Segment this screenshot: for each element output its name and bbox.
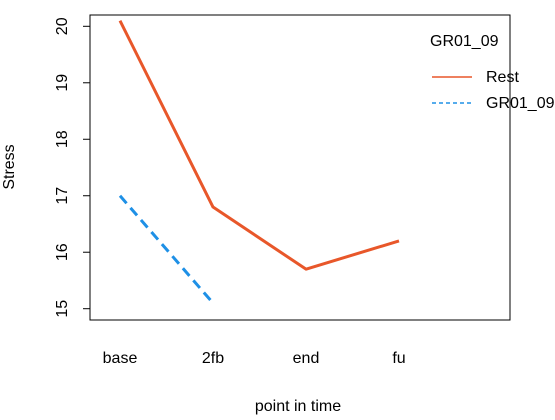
y-tick-label: 15 — [54, 300, 71, 318]
y-tick-label: 19 — [54, 74, 71, 92]
y-tick-label: 18 — [54, 130, 71, 148]
series-line-gr01-09 — [118, 194, 215, 305]
legend-label-rest: Rest — [486, 69, 519, 86]
legend-label-gr01-09: GR01_09 — [486, 95, 555, 112]
legend-title: GR01_09 — [430, 33, 499, 50]
x-axis-title: point in time — [255, 398, 341, 415]
legend: GR01_09 Rest GR01_09 — [430, 33, 555, 112]
x-tick-label: base — [103, 350, 138, 367]
y-axis-title: Stress — [1, 144, 18, 189]
y-tick-label: 16 — [54, 243, 71, 261]
series-line-rest — [118, 19, 400, 271]
x-axis-tick-labels: base 2fb end fu — [103, 350, 406, 367]
x-tick-label: 2fb — [202, 350, 224, 367]
plot-frame — [89, 14, 511, 321]
y-axis: 15 16 17 18 19 20 — [54, 17, 90, 318]
y-tick-label: 17 — [54, 187, 71, 205]
series-layer — [118, 19, 400, 305]
x-tick-label: fu — [392, 350, 405, 367]
y-tick-label: 20 — [54, 17, 71, 35]
x-tick-label: end — [293, 350, 320, 367]
